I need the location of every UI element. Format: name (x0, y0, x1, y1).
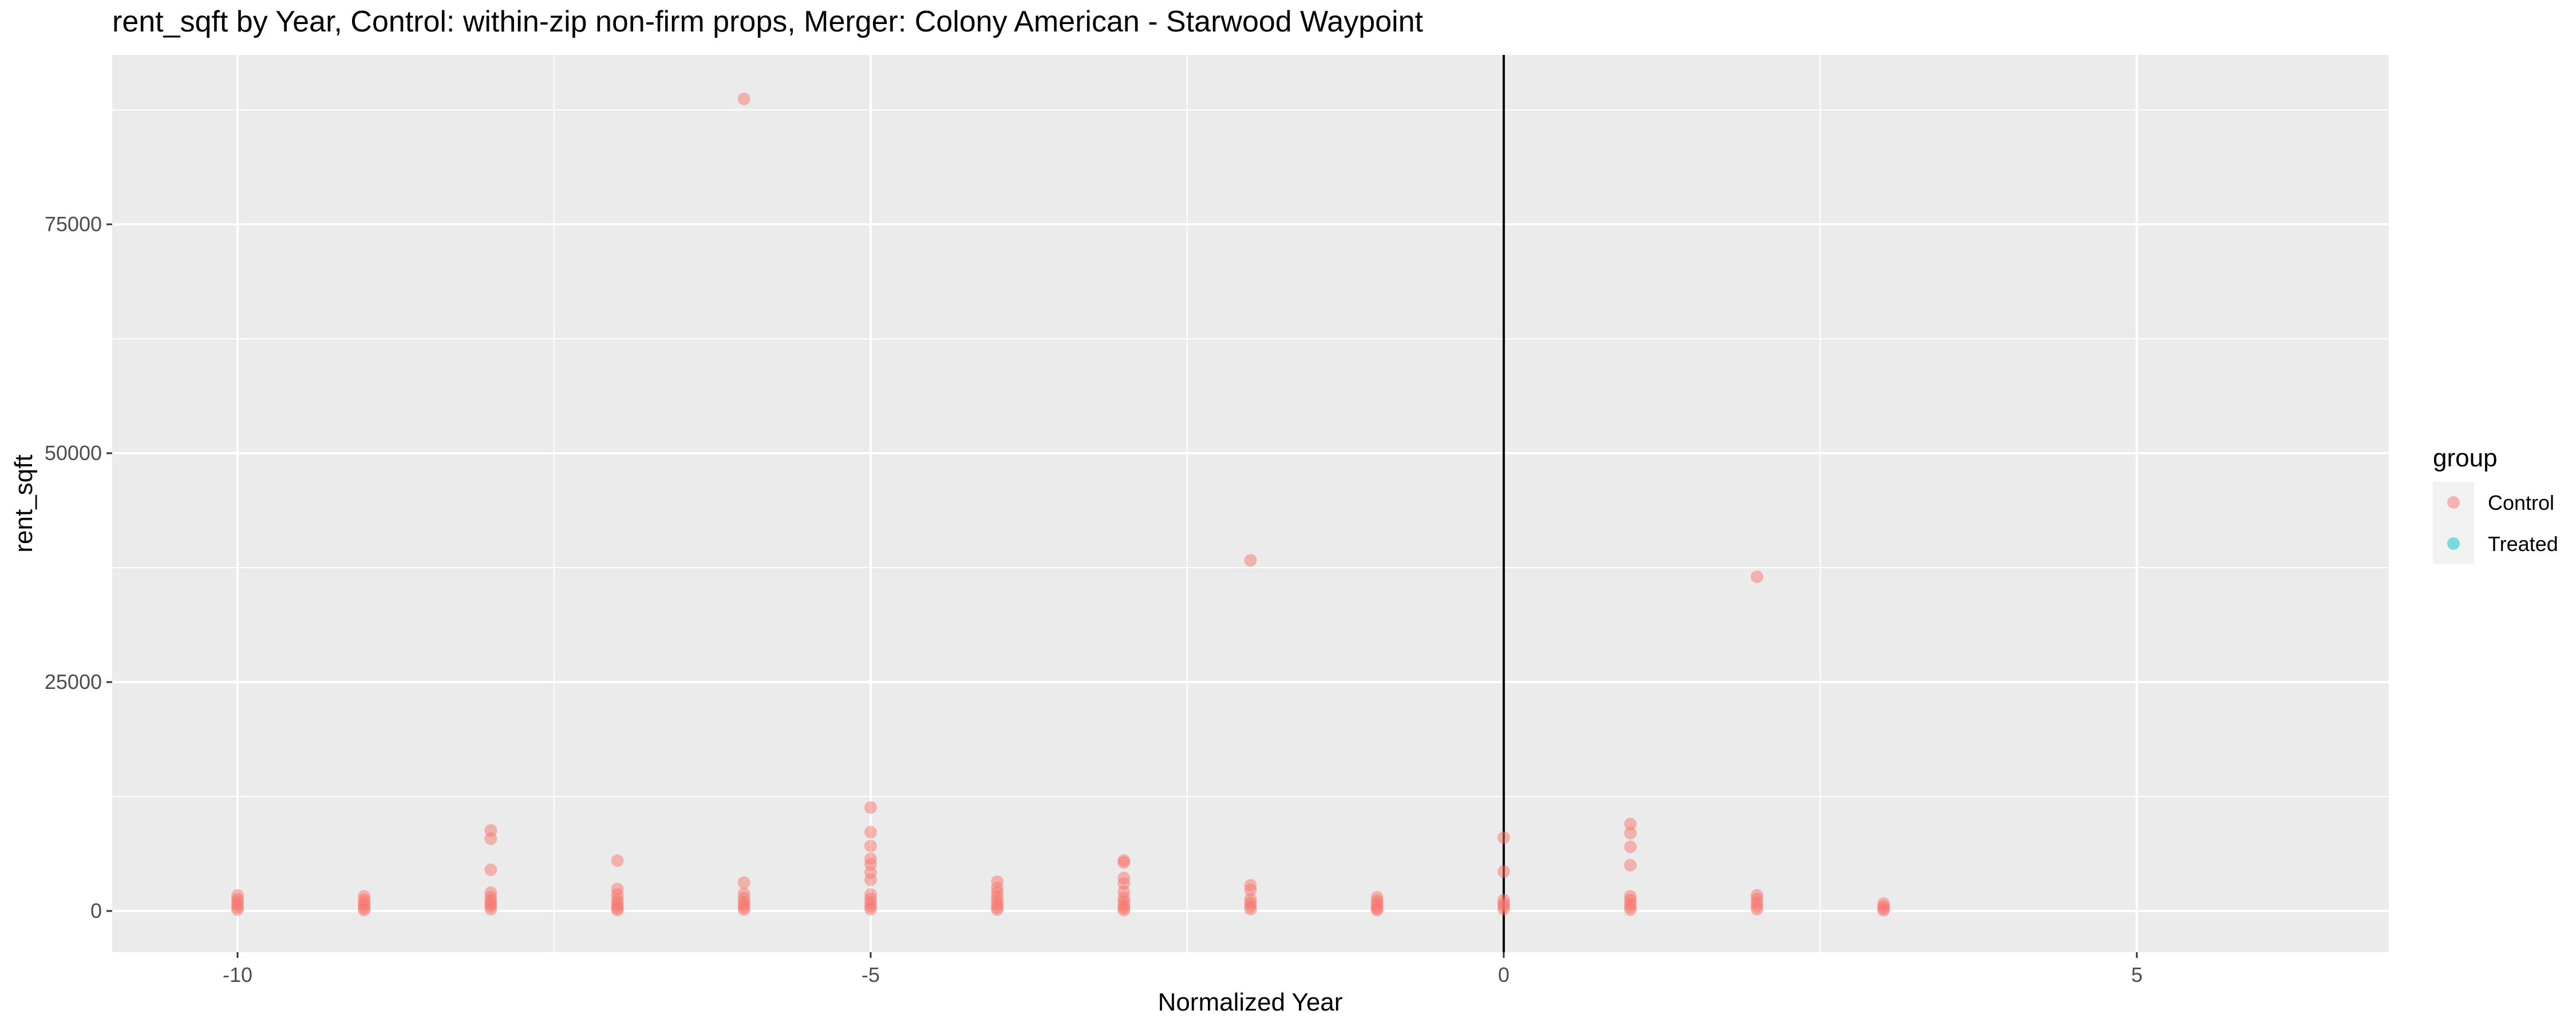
data-point (611, 904, 624, 917)
legend-label-control: Control (2488, 491, 2554, 514)
y-tick-label: 25000 (45, 670, 102, 694)
data-point (1244, 884, 1257, 897)
data-point (484, 863, 497, 876)
data-point (1497, 865, 1510, 878)
y-tick-label: 50000 (45, 441, 102, 465)
data-point (231, 903, 244, 916)
data-point (1624, 818, 1637, 830)
data-point (864, 839, 877, 853)
data-point (1244, 554, 1257, 567)
data-point (1117, 904, 1131, 917)
data-point (1497, 902, 1510, 916)
y-tick-label: 75000 (45, 212, 102, 236)
x-axis: -10 -5 0 5 (223, 952, 2143, 987)
data-point (864, 826, 877, 839)
data-point (611, 854, 624, 867)
legend: group Control Treated (2433, 444, 2558, 564)
data-point (484, 832, 497, 845)
legend-key-treated (2447, 537, 2460, 550)
data-point (1751, 571, 1764, 583)
data-point (864, 902, 877, 916)
x-axis-title: Normalized Year (1158, 988, 1343, 1016)
data-point (1370, 904, 1384, 917)
plot-panel (112, 55, 2389, 952)
x-tick-label: 5 (2131, 963, 2143, 987)
data-point (1244, 902, 1257, 916)
data-point (358, 904, 371, 917)
data-point (1624, 841, 1637, 853)
legend-title: group (2433, 444, 2498, 472)
data-point (864, 801, 877, 814)
data-points (231, 92, 1890, 917)
y-tick-label: 0 (90, 899, 102, 922)
minor-gridlines (112, 55, 2389, 952)
data-point (1624, 903, 1637, 916)
x-tick-label: 0 (1498, 963, 1510, 987)
data-point (1751, 902, 1764, 916)
data-point (1497, 831, 1510, 844)
data-point (1624, 827, 1637, 839)
data-point (737, 903, 750, 916)
legend-key-control (2447, 496, 2460, 509)
chart-title: rent_sqft by Year, Control: within-zip n… (112, 5, 1423, 38)
data-point (1117, 856, 1131, 869)
legend-label-treated: Treated (2488, 532, 2558, 556)
data-point (737, 92, 750, 105)
data-point (864, 873, 877, 886)
y-axis: 0 25000 50000 75000 (45, 212, 112, 922)
data-point (484, 902, 497, 916)
x-tick-label: -5 (862, 963, 880, 987)
x-tick-label: -10 (223, 963, 252, 987)
y-axis-title: rent_sqft (10, 454, 38, 552)
data-point (737, 876, 750, 889)
data-point (1624, 859, 1637, 871)
data-point (991, 903, 1004, 916)
data-point (1877, 904, 1890, 917)
